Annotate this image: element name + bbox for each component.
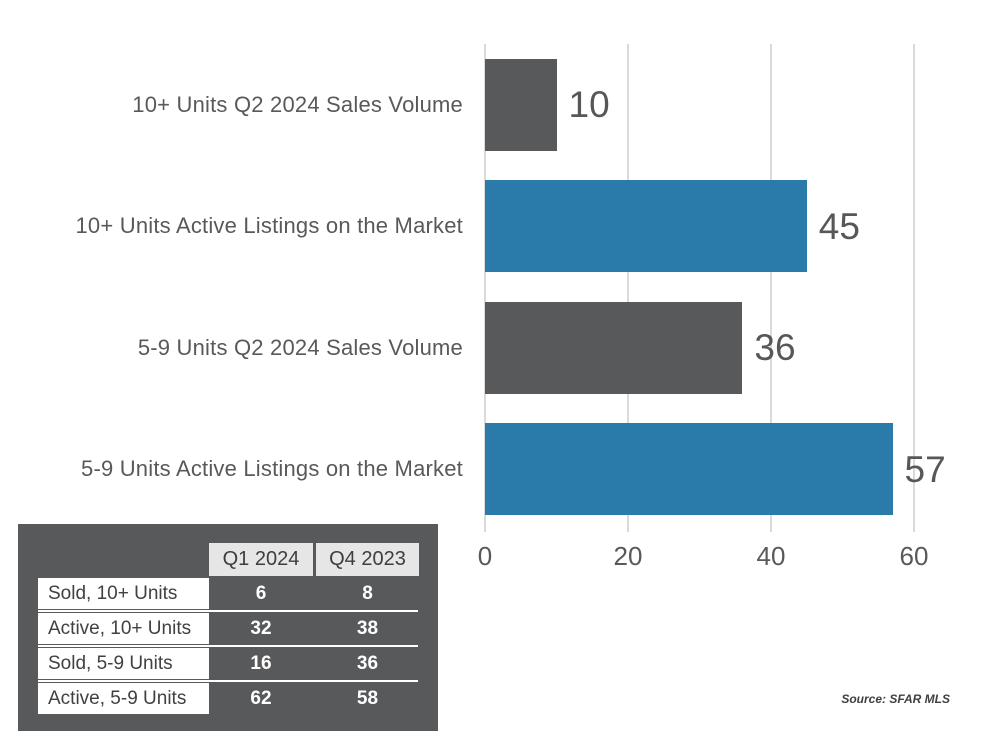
x-axis-tick-label: 60 <box>899 541 929 571</box>
bar-value-label: 10 <box>568 84 610 126</box>
gridline <box>626 44 629 532</box>
table-row: Sold, 5-9 Units 16 36 <box>38 648 438 679</box>
row-separator <box>38 610 418 612</box>
gridline <box>484 44 486 532</box>
table-row: Active, 5-9 Units 62 58 <box>38 683 438 714</box>
table-body: Sold, 10+ Units 6 8 Active, 10+ Units 32 38 So… <box>38 578 438 714</box>
table-cell-value: 58 <box>356 688 379 709</box>
table-cell-value: 6 <box>255 583 267 604</box>
bar-row: 36 <box>485 287 1000 409</box>
table-cell-value: 16 <box>250 653 272 674</box>
bar-row: 45 <box>485 166 1000 288</box>
table-row: Active, 10+ Units 32 38 <box>38 613 438 644</box>
category-labels: 10+ Units Q2 2024 Sales Volume 10+ Units … <box>20 44 463 530</box>
bar <box>485 180 807 273</box>
gridline <box>769 44 772 532</box>
table-column-header: Q4 2023 <box>316 543 419 576</box>
category-label: 10+ Units Q2 2024 Sales Volume <box>132 91 463 117</box>
x-axis-tick-label: 0 <box>477 541 493 571</box>
table-row-label: Active, 5-9 Units <box>38 683 209 714</box>
source-attribution: Source: SFAR MLS <box>841 692 950 706</box>
bar-value-label: 36 <box>754 327 796 369</box>
table-cell-value: 36 <box>356 653 379 674</box>
x-axis-tick-label: 20 <box>613 541 643 571</box>
table-row: Sold, 10+ Units 6 8 <box>38 578 438 609</box>
gridline <box>913 44 915 532</box>
summary-table-panel: Q1 2024 Q4 2023 Sold, 10+ Units 6 8 Active, … <box>18 524 438 731</box>
table-row-label: Sold, 5-9 Units <box>38 648 209 679</box>
row-separator <box>38 680 418 682</box>
table-header-row: Q1 2024 Q4 2023 <box>209 543 438 576</box>
category-label: 10+ Units Active Listings on the Market <box>75 213 463 239</box>
table-cell-value: 32 <box>250 618 272 639</box>
x-axis-tick-labels: 0 20 40 60 <box>478 541 929 577</box>
table-cell-value: 62 <box>250 688 272 709</box>
bar <box>485 423 893 516</box>
bar-row: 57 <box>485 409 1000 531</box>
row-separator <box>38 645 418 647</box>
bar <box>485 58 557 151</box>
table-row-label: Sold, 10+ Units <box>38 578 209 609</box>
bar-value-label: 57 <box>904 448 946 490</box>
bar <box>485 301 743 394</box>
bar-value-label: 45 <box>818 205 860 247</box>
x-axis-tick-label: 40 <box>756 541 786 571</box>
table-column-header: Q1 2024 <box>209 543 313 576</box>
table-row-label: Active, 10+ Units <box>38 613 209 644</box>
table-cell-value: 38 <box>356 618 379 639</box>
bar-series: 10 45 36 57 <box>485 44 1000 530</box>
category-label: 5-9 Units Active Listings on the Market <box>81 456 463 482</box>
bar-chart-plot-area: 10 45 36 57 <box>484 44 946 532</box>
category-label: 5-9 Units Q2 2024 Sales Volume <box>137 334 463 360</box>
bar-row: 10 <box>485 44 1000 166</box>
table-cell-value: 8 <box>362 583 373 604</box>
